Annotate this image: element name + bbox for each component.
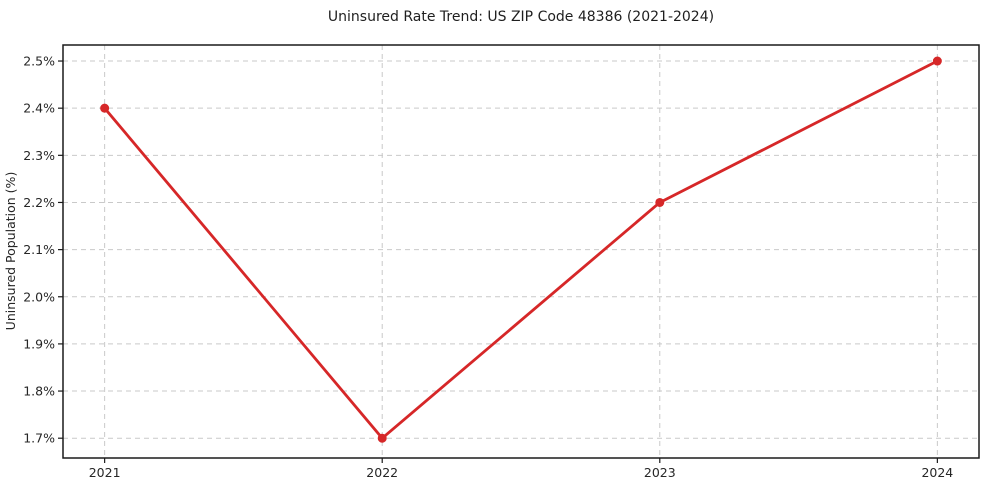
y-tick-label: 2.3% — [23, 148, 55, 163]
data-point-marker — [932, 56, 942, 66]
trend-line — [103, 59, 939, 440]
y-tick-label: 1.9% — [23, 336, 55, 351]
y-tick-label: 1.8% — [23, 384, 55, 399]
y-axis-label: Uninsured Population (%) — [3, 172, 18, 331]
data-point-marker — [655, 197, 665, 207]
x-axis-tick-labels: 2021 2022 2023 2024 — [89, 465, 954, 480]
y-axis-tick-labels: 1.7% 1.8% 1.9% 2.0% 2.1% 2.2% 2.3% 2.4% 2.5% — [23, 54, 55, 446]
y-tick-label: 2.1% — [23, 242, 55, 257]
gridlines — [63, 45, 979, 458]
plot-border — [62, 44, 980, 459]
x-tick-label: 2023 — [644, 465, 676, 480]
chart-title: Uninsured Rate Trend: US ZIP Code 48386 … — [328, 9, 714, 25]
y-tick-label: 1.7% — [23, 431, 55, 446]
x-tick-label: 2022 — [366, 465, 398, 480]
data-point-marker — [100, 103, 110, 113]
y-tick-label: 2.5% — [23, 54, 55, 69]
y-tick-label: 2.0% — [23, 289, 55, 304]
data-point-marker — [377, 433, 387, 443]
x-tick-label: 2021 — [89, 465, 121, 480]
y-tick-label: 2.2% — [23, 195, 55, 210]
x-tick-label: 2024 — [921, 465, 953, 480]
trend-line-group — [100, 56, 942, 443]
y-tick-label: 2.4% — [23, 101, 55, 116]
x-axis-ticks — [104, 458, 938, 463]
data-point-markers — [100, 56, 942, 443]
y-axis-ticks — [58, 60, 63, 439]
